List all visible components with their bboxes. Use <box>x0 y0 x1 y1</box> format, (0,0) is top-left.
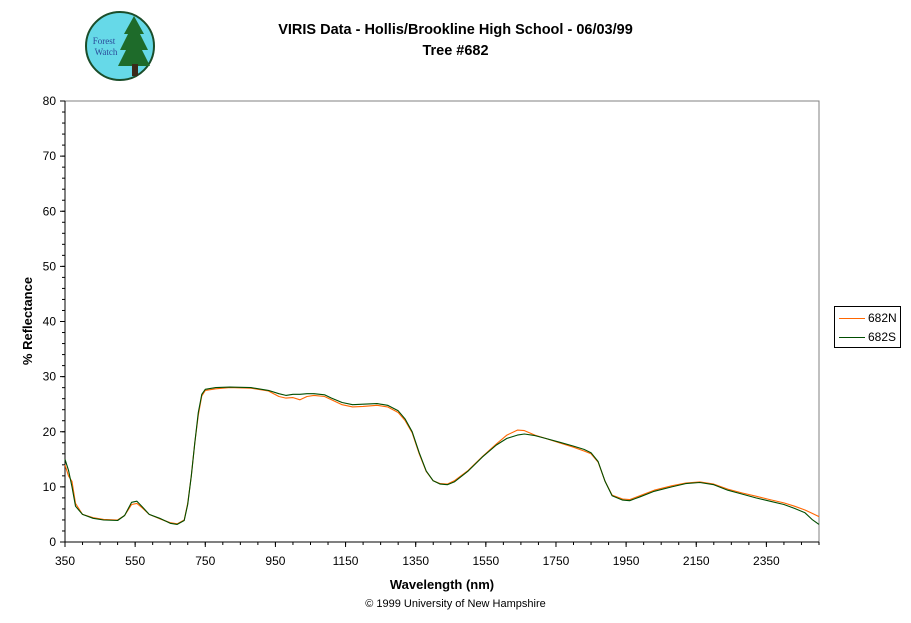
y-tick-label: 70 <box>43 149 57 163</box>
legend-label-682n: 682N <box>868 311 897 325</box>
x-tick-label: 1150 <box>333 554 359 568</box>
series-line-682s <box>64 386 820 525</box>
x-axis-ticks: 350 550 750 950 1150 1350 1550 1750 1950 2150 2350 <box>55 542 820 568</box>
forest-watch-logo: Forest Watch <box>85 11 155 81</box>
x-tick-label: 1750 <box>543 554 570 568</box>
y-tick-label: 0 <box>49 535 56 549</box>
y-tick-label: 80 <box>43 94 57 108</box>
y-axis-ticks: 0 10 20 30 40 50 60 70 80 <box>43 94 65 549</box>
chart-legend: 682N 682S <box>834 306 901 348</box>
x-tick-label: 2350 <box>753 554 780 568</box>
x-tick-label: 550 <box>125 554 145 568</box>
x-axis-title: Wavelength (nm) <box>390 577 494 592</box>
x-tick-label: 2150 <box>683 554 710 568</box>
x-tick-label: 750 <box>195 554 215 568</box>
x-tick-label: 350 <box>55 554 75 568</box>
y-tick-label: 30 <box>43 370 57 384</box>
logo-trunk <box>132 64 138 76</box>
y-tick-label: 20 <box>43 425 57 439</box>
logo-tree-icon <box>118 16 150 66</box>
chart-subtitle: Tree #682 <box>422 43 489 59</box>
legend-label-682s: 682S <box>868 330 897 344</box>
legend-swatch-682s <box>839 337 865 338</box>
series-lines <box>64 386 820 525</box>
chart-title: VIRIS Data - Hollis/Brookline High Schoo… <box>278 22 633 38</box>
y-axis-title: % Reflectance <box>20 277 35 365</box>
copyright-footer: © 1999 University of New Hampshire <box>365 598 546 610</box>
y-tick-label: 10 <box>43 480 57 494</box>
y-tick-label: 40 <box>43 315 57 329</box>
y-tick-label: 60 <box>43 204 57 218</box>
legend-swatch-682n <box>839 318 865 319</box>
x-tick-label: 1950 <box>613 554 640 568</box>
x-tick-label: 1550 <box>472 554 499 568</box>
plot-area <box>64 100 820 543</box>
x-tick-label: 950 <box>265 554 285 568</box>
logo-text-forest: Forest <box>93 36 116 46</box>
x-tick-label: 1350 <box>402 554 429 568</box>
y-tick-label: 50 <box>43 259 57 273</box>
logo-text-watch: Watch <box>95 47 118 57</box>
